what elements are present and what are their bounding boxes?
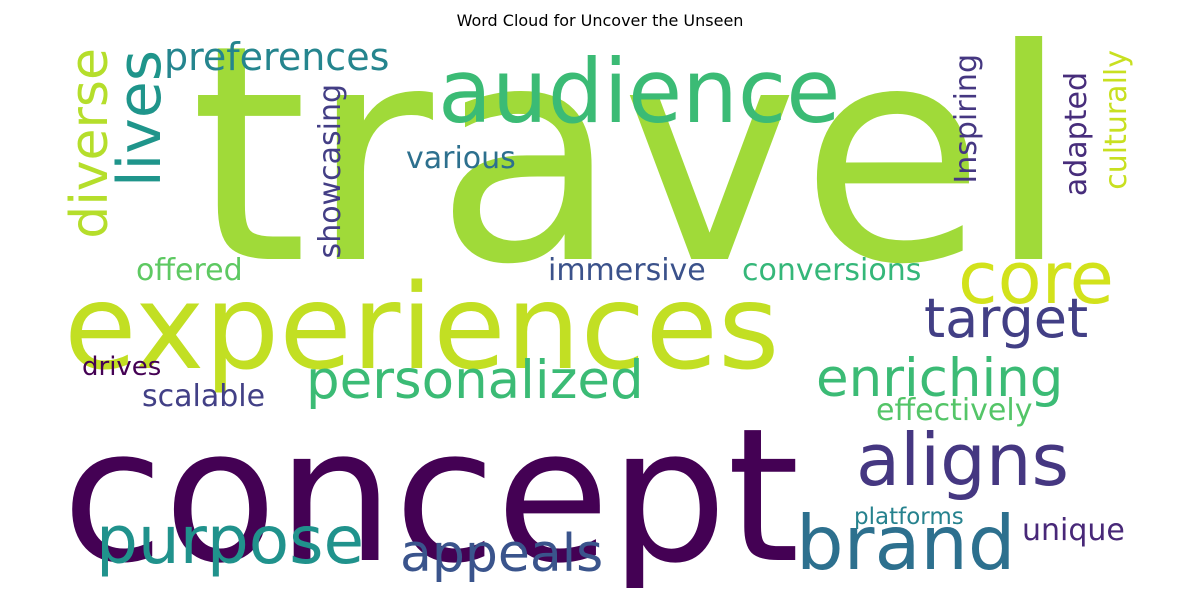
word-platforms: platforms: [854, 504, 964, 530]
word-appeals: appeals: [400, 524, 604, 584]
word-aligns: aligns: [856, 418, 1069, 502]
word-personalized: personalized: [306, 350, 644, 411]
word-experiences: experiences: [64, 258, 780, 396]
word-showcasing: showcasing: [313, 84, 348, 259]
word-audience: audience: [438, 40, 841, 143]
word-brand: brand: [796, 499, 1016, 587]
word-immersive: immersive: [548, 253, 706, 288]
word-enriching: enriching: [816, 348, 1064, 409]
word-drives: drives: [82, 352, 162, 382]
word-travel: travel: [190, 36, 1073, 330]
word-various: various: [406, 141, 516, 176]
word-cloud: travel experiences concept audience core…: [48, 36, 1152, 588]
word-purpose: purpose: [96, 502, 365, 579]
word-offered: offered: [136, 253, 243, 288]
word-inspiring: Inspiring: [949, 54, 984, 184]
word-effectively: effectively: [876, 393, 1033, 428]
chart-title: Word Cloud for Uncover the Unseen: [456, 11, 744, 30]
word-preferences: preferences: [164, 36, 390, 79]
word-target: target: [924, 287, 1089, 350]
word-unique: unique: [1022, 513, 1125, 548]
word-conversions: conversions: [742, 253, 922, 288]
word-culturally: culturally: [1099, 50, 1134, 190]
word-concept: concept: [62, 388, 800, 589]
word-adapted: adapted: [1059, 72, 1094, 197]
word-lives: lives: [105, 50, 175, 188]
word-scalable: scalable: [142, 379, 266, 414]
word-core: core: [958, 236, 1114, 320]
